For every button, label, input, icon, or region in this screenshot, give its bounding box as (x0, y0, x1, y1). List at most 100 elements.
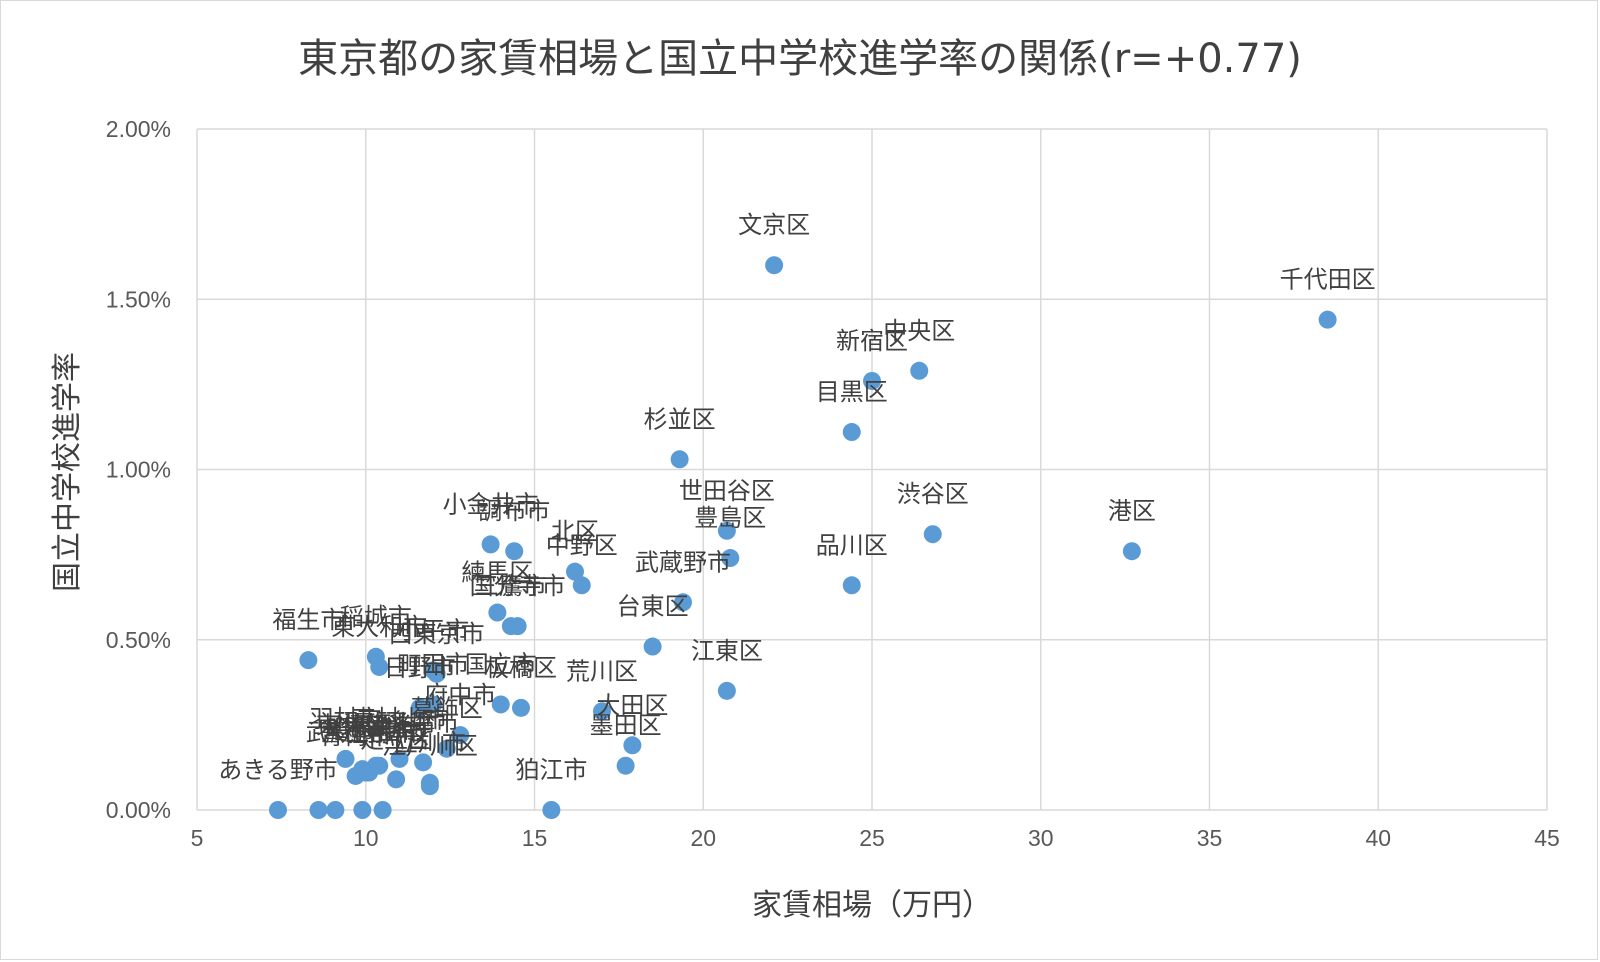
data-point (717, 681, 736, 700)
data-point (765, 256, 784, 275)
data-label: 小平市 (397, 616, 469, 644)
data-label: 清瀬市 (343, 712, 415, 740)
data-label: 武蔵野市 (635, 548, 731, 576)
data-label: 福生市 (272, 606, 344, 634)
data-label: 世田谷区 (679, 477, 775, 505)
data-point (370, 657, 389, 676)
data-point (373, 801, 392, 819)
data-label: 中野区 (546, 531, 618, 559)
data-point (491, 695, 510, 714)
data-point (336, 749, 355, 768)
data-label: 狛江市 (515, 756, 587, 784)
data-label: 台東区 (617, 593, 689, 621)
data-label: あきる野市 (218, 756, 338, 784)
x-axis-title: 家賃相場（万円） (752, 888, 992, 923)
data-point (572, 576, 591, 595)
data-label: 豊島区 (694, 504, 766, 532)
y-tick-label: 1.50% (106, 286, 171, 312)
data-point (717, 521, 736, 540)
data-point (427, 664, 446, 683)
data-point (910, 361, 929, 380)
data-label: 千代田区 (1280, 266, 1376, 294)
data-point (299, 651, 318, 670)
chart-title: 東京都の家賃相場と国立中学校進学率の関係(r=+0.77) (298, 36, 1302, 82)
data-label: 葛飾区 (411, 695, 483, 723)
data-point (353, 801, 372, 819)
data-label: 八王子市 (321, 719, 417, 747)
data-label: 府中市 (424, 681, 496, 709)
data-label: 小金井市 (443, 490, 539, 518)
data-point (842, 576, 861, 595)
data-point (481, 535, 500, 554)
x-tick-label: 35 (1197, 825, 1223, 851)
data-label: 東大和市 (331, 613, 427, 641)
data-label: 武蔵村山市 (306, 719, 426, 747)
data-label: 日野市 (384, 654, 456, 682)
data-point (674, 593, 692, 612)
data-label: 国分寺市 (470, 572, 566, 600)
data-point (1122, 542, 1141, 561)
data-point (387, 770, 406, 789)
data-point (670, 450, 689, 469)
data-point (414, 753, 433, 772)
data-point (505, 542, 524, 561)
data-label: 昭島市 (326, 715, 398, 743)
data-label: 品川区 (816, 531, 888, 559)
y-tick-label: 0.50% (106, 627, 171, 653)
x-tick-label: 40 (1365, 825, 1391, 851)
data-point (623, 736, 642, 755)
data-label: 大田区 (596, 691, 668, 719)
x-tick-label: 5 (191, 825, 204, 851)
data-label: 渋谷区 (897, 480, 969, 508)
data-label: 杉並区 (644, 405, 716, 433)
x-tick-label: 25 (859, 825, 885, 851)
data-point (923, 525, 942, 544)
data-point (420, 777, 439, 796)
x-tick-label: 15 (522, 825, 548, 851)
data-label: 目黒区 (816, 378, 888, 406)
data-points (269, 256, 1337, 819)
data-point (366, 756, 385, 775)
y-tick-labels: 0.00% 0.50% 1.00% 1.50% 2.00% (106, 116, 171, 823)
data-label: 新宿区 (836, 327, 908, 355)
data-label: 墨田区 (590, 712, 662, 740)
data-label: 青梅市 (320, 722, 392, 750)
data-label: 荒川区 (566, 657, 638, 685)
data-label: 文京区 (738, 211, 810, 239)
data-point (508, 617, 527, 636)
data-label: 江戸川区 (382, 732, 478, 760)
data-point (542, 801, 561, 819)
data-label: 西東京市 (389, 620, 485, 648)
data-point (309, 801, 328, 819)
data-point (424, 695, 443, 714)
data-point (390, 749, 409, 768)
data-point (410, 698, 429, 717)
data-label: 足立区 (360, 725, 432, 753)
data-point (269, 801, 287, 819)
data-label: 立川市 (394, 729, 466, 757)
data-point (451, 726, 470, 745)
data-point (863, 371, 881, 390)
y-tick-label: 1.00% (106, 457, 171, 483)
data-label: 東久留米市 (316, 712, 436, 740)
x-tick-labels: 5 10 15 20 25 30 35 40 45 (191, 825, 1560, 851)
data-label: 板橋区 (485, 654, 557, 682)
data-label: 練馬区 (461, 559, 533, 587)
gridlines (196, 128, 1548, 811)
data-label: 三鷹市 (475, 572, 547, 600)
y-tick-label: 0.00% (106, 797, 171, 823)
data-label: 北区 (551, 518, 599, 546)
data-label: 稲城市 (340, 603, 412, 631)
data-label: 羽村市 (310, 705, 382, 733)
data-label: 港区 (1108, 497, 1156, 525)
data-label: 江東区 (691, 637, 763, 665)
data-point (721, 549, 740, 568)
data-point (842, 423, 861, 442)
data-point (566, 562, 584, 581)
x-tick-label: 10 (353, 825, 379, 851)
data-label: 東村山市 (352, 705, 448, 733)
x-tick-label: 20 (690, 825, 716, 851)
